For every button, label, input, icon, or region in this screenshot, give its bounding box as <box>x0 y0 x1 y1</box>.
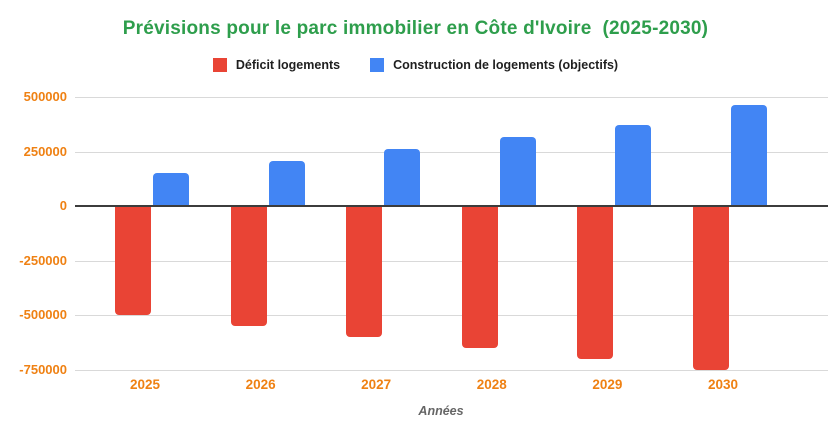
chart-title: Prévisions pour le parc immobilier en Cô… <box>122 18 709 39</box>
bar-deficit-2028[interactable] <box>461 206 498 349</box>
bar-deficit-2029[interactable] <box>577 206 614 360</box>
legend-label-deficit: Déficit logements <box>235 58 341 72</box>
bar-construction-2026[interactable] <box>268 161 305 207</box>
x-axis-label-2027: 2027 <box>361 377 392 392</box>
y-axis-tick-label: 500000 <box>23 89 67 104</box>
bar-construction-2028[interactable] <box>499 137 536 207</box>
legend-label-construction: Construction de logements (objectifs) <box>393 58 619 72</box>
legend: Déficit logements Construction de logeme… <box>0 56 831 74</box>
x-axis-label-2030: 2030 <box>707 377 739 392</box>
bar-construction-2025[interactable] <box>153 173 189 207</box>
y-axis-tick-label: -750000 <box>19 362 67 377</box>
y-axis-tick-label: -250000 <box>19 252 67 268</box>
x-axis-title: Années <box>418 404 464 418</box>
zero-axis-line <box>75 205 828 208</box>
legend-swatch-deficit-icon <box>212 58 227 72</box>
bar-deficit-2025[interactable] <box>115 206 151 316</box>
y-axis-tick-label: 250000 <box>23 143 67 159</box>
x-axis-label-2029: 2029 <box>592 377 623 392</box>
legend-item-deficit[interactable]: Déficit logements <box>212 58 341 72</box>
gridline <box>75 315 828 317</box>
bar-deficit-2026[interactable] <box>230 206 267 327</box>
bar-deficit-2030[interactable] <box>693 206 729 370</box>
gridline <box>75 151 828 153</box>
legend-swatch-construction-icon <box>370 58 385 72</box>
bar-construction-2030[interactable] <box>731 104 767 207</box>
plot-area <box>75 97 828 371</box>
x-axis-label-2025: 2025 <box>129 377 161 392</box>
legend-item-construction[interactable]: Construction de logements (objectifs) <box>370 58 618 72</box>
x-axis-label-2026: 2026 <box>245 377 276 392</box>
gridline <box>75 370 828 371</box>
gridline <box>75 97 828 98</box>
gridline <box>75 260 828 262</box>
bar-deficit-2027[interactable] <box>346 206 383 338</box>
bar-construction-2027[interactable] <box>384 149 421 207</box>
x-axis-label-2028: 2028 <box>476 377 507 392</box>
y-axis-tick-label: 0 <box>59 198 67 214</box>
bar-construction-2029[interactable] <box>615 125 652 207</box>
y-axis-tick-label: -500000 <box>19 307 67 323</box>
